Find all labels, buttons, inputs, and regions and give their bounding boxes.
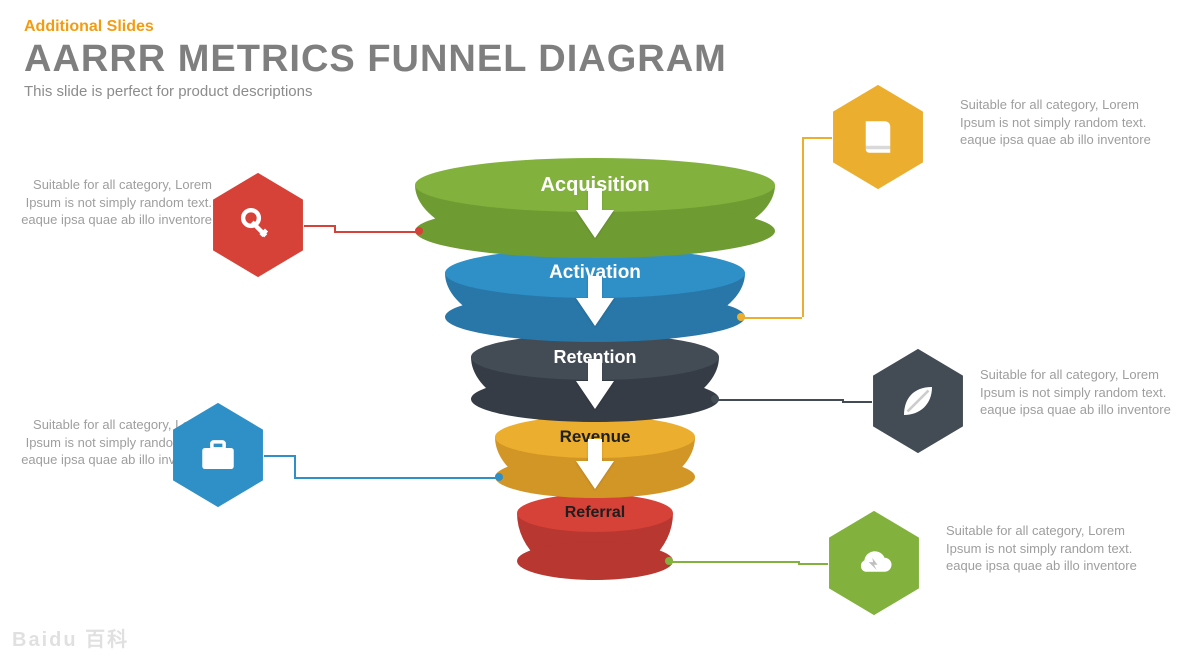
- funnel-arrow-icon: [576, 439, 614, 489]
- funnel-arrow-icon: [576, 188, 614, 238]
- funnel-arrow-icon: [576, 276, 614, 326]
- callout-text: Suitable for all category, Lorem Ipsum i…: [980, 366, 1180, 419]
- cloud-icon: [853, 542, 895, 584]
- briefcase-icon: [197, 434, 239, 476]
- book-icon: [857, 116, 899, 158]
- funnel-arrow-icon: [576, 359, 614, 409]
- watermark: Baidu 百科: [12, 623, 129, 652]
- callout-hexagon: [826, 508, 922, 618]
- callout-hexagon: [210, 170, 306, 280]
- funnel-stage-label: Referral: [517, 494, 673, 532]
- callout-hexagon: [830, 82, 926, 192]
- callout-text: Suitable for all category, Lorem Ipsum i…: [12, 176, 212, 229]
- key-icon: [237, 204, 279, 246]
- callout-text: Suitable for all category, Lorem Ipsum i…: [946, 522, 1146, 575]
- funnel-stage: Referral: [517, 494, 673, 532]
- callout-text: Suitable for all category, Lorem Ipsum i…: [960, 96, 1160, 149]
- callout-hexagon: [870, 346, 966, 456]
- callout-hexagon: [170, 400, 266, 510]
- leaf-icon: [897, 380, 939, 422]
